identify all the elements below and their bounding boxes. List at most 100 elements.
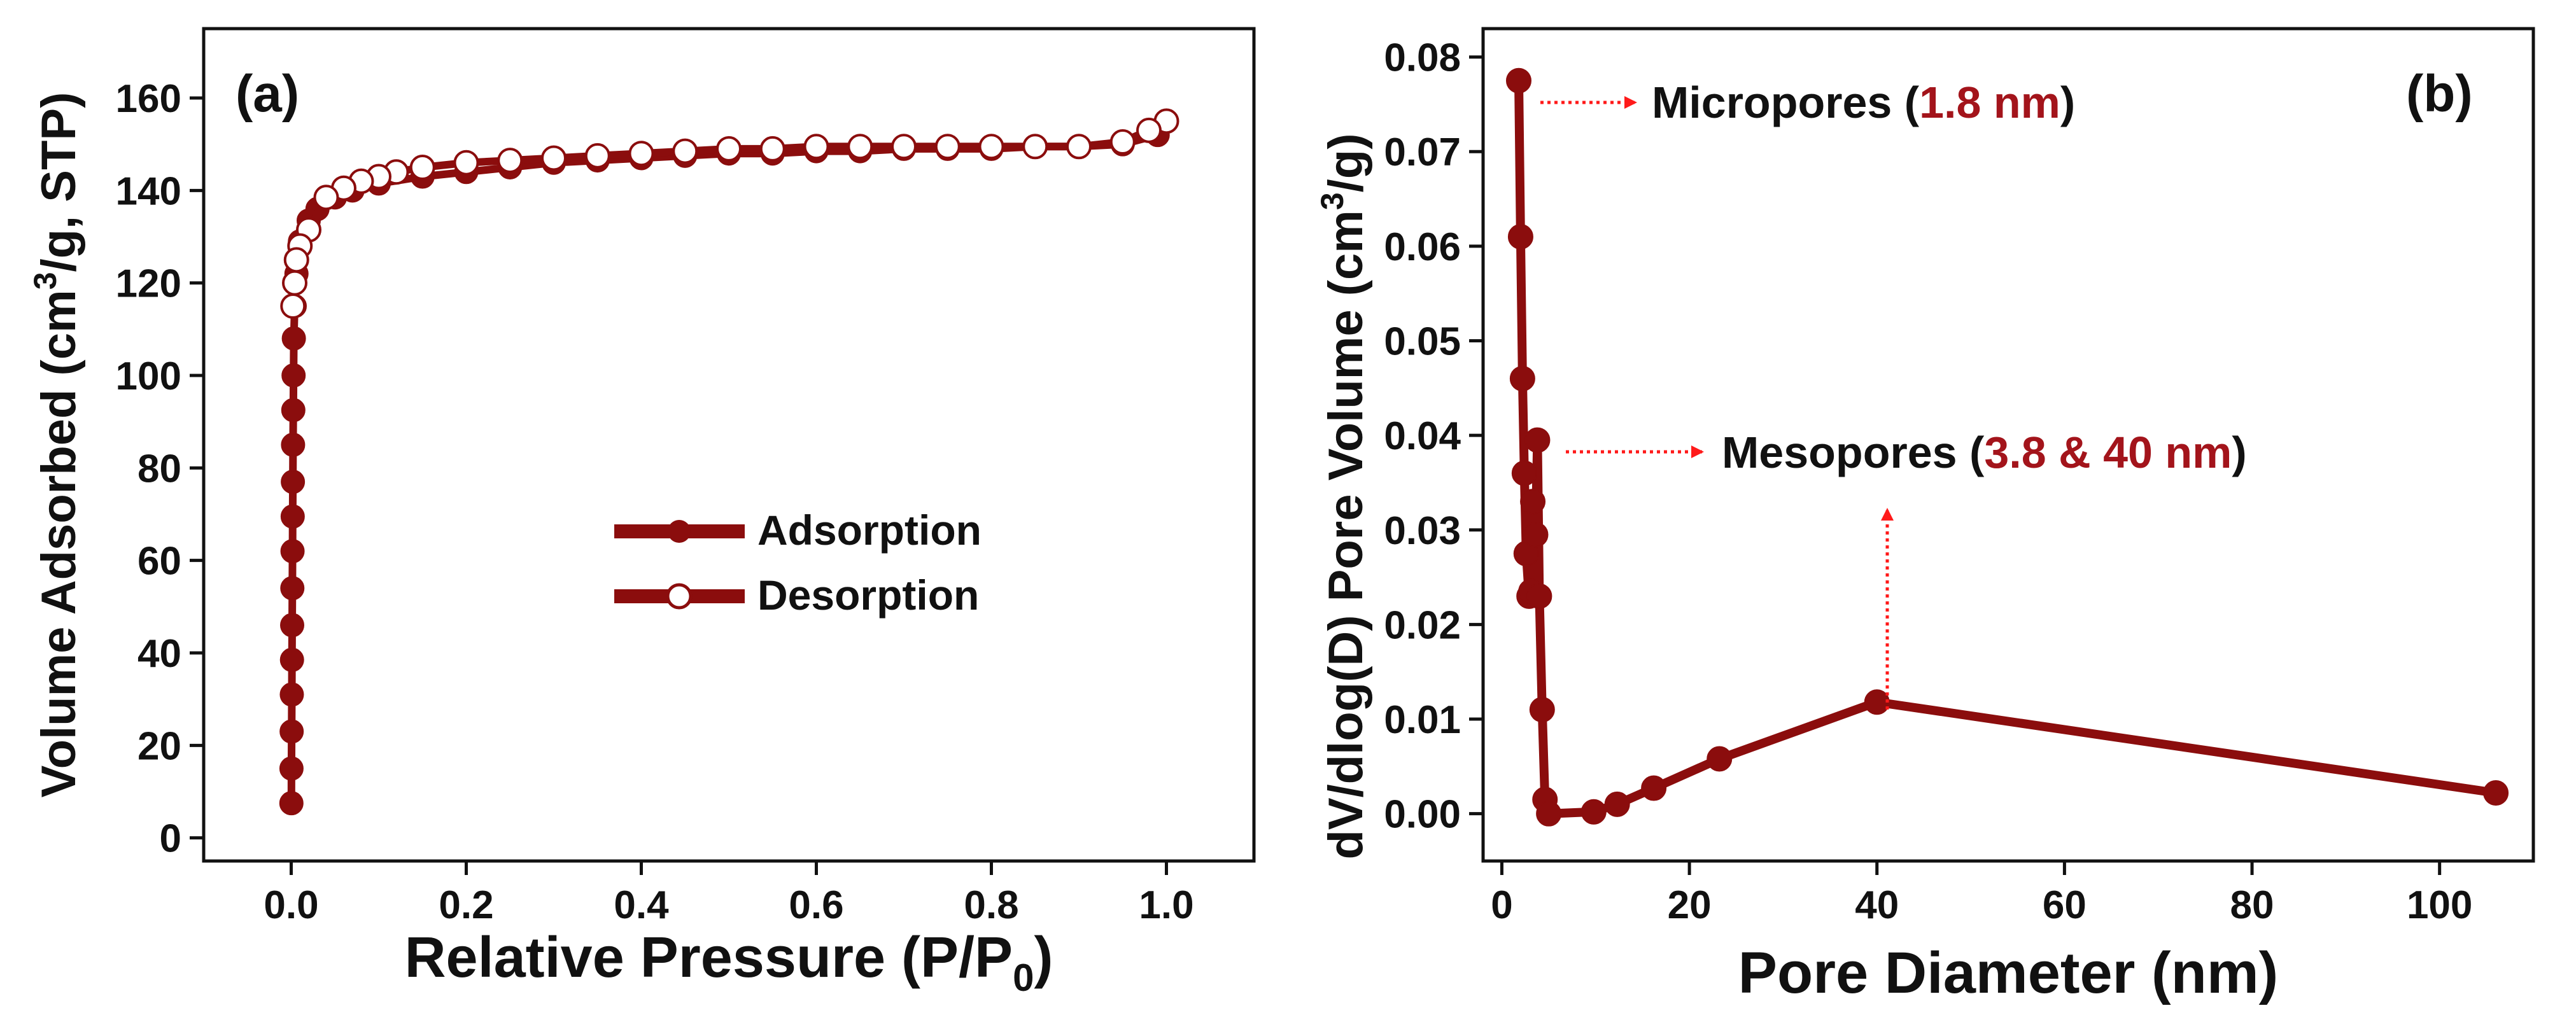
panel-a-desorption-point xyxy=(1022,134,1048,160)
panel-a-y-tick-label: 100 xyxy=(116,354,181,398)
panel-a-desorption-point xyxy=(313,185,339,211)
panel-a-axes: 0.0 0.2 0.4 0.6 0.8 1.0 0 20 40 60 80 100 120 140 160 xyxy=(116,77,1194,927)
panel-a-adsorption-point xyxy=(279,756,304,781)
panel-b-y-tick-label: 0.01 xyxy=(1384,698,1461,742)
panel-b: 0 20 40 60 80 100 0.00 0.01 0.02 0.03 0.04 0.05 0.06… xyxy=(1314,27,2535,1005)
panel-a-legend: Adsorption Desorption xyxy=(614,507,982,619)
panel-a-desorption-point xyxy=(584,143,610,169)
panel-b-pore-size-distribution-point xyxy=(1511,460,1537,486)
panel-a-desorption-point xyxy=(282,270,307,296)
panel-a-x-tick-label: 0.2 xyxy=(439,883,493,927)
panel-a-x-tick-label: 0.0 xyxy=(264,883,318,927)
panel-a-adsorption-line xyxy=(287,131,1159,804)
mesopores-annotation: Mesopores (3.8 & 40 nm) xyxy=(1722,428,2247,477)
panel-a-desorption-point xyxy=(672,138,698,164)
panel-a-adsorption-point xyxy=(281,470,306,494)
panel-b-pore-size-distribution-point xyxy=(1505,67,1531,94)
panel-b-x-axis-label: Pore Diameter (nm) xyxy=(1738,941,2279,1005)
panel-a-desorption-point xyxy=(1066,134,1092,160)
panel-a-desorption-point xyxy=(978,134,1004,160)
panel-a-adsorption-point xyxy=(281,363,306,388)
legend-adsorption-marker xyxy=(668,520,691,543)
panel-a-adsorption-point xyxy=(280,504,305,529)
panel-a-x-tick-label: 1.0 xyxy=(1139,883,1193,927)
panel-b-pore-size-distribution-point xyxy=(1536,801,1562,827)
panel-b-x-tick-label: 0 xyxy=(1491,883,1512,927)
panel-a-x-tick-label: 0.8 xyxy=(964,883,1018,927)
panel-a-y-axis-label: Volume Adsorbed (cm3/g, STP) xyxy=(27,92,86,798)
panel-b-y-tick-label: 0.06 xyxy=(1384,225,1461,269)
panel-a-desorption-point xyxy=(847,134,873,160)
panel-b-pore-size-distribution-point xyxy=(1507,224,1533,249)
panel-b-pore-size-distribution-point xyxy=(2483,780,2509,806)
panel-b-y-tick-label: 0.05 xyxy=(1384,320,1461,364)
panel-a-adsorption-point xyxy=(281,326,306,351)
panel-a-adsorption-point xyxy=(281,398,306,423)
panel-a-y-tick-label: 140 xyxy=(116,169,181,213)
panel-a-desorption-point xyxy=(280,293,306,319)
panel-b-x-tick-label: 40 xyxy=(1855,883,1899,927)
panel-a-y-tick-label: 80 xyxy=(137,447,181,491)
panel-b-y-tick-label: 0.02 xyxy=(1384,603,1461,647)
panel-b-x-tick-label: 60 xyxy=(2043,883,2087,927)
panel-a-adsorption-point xyxy=(279,682,304,707)
panel-a-adsorption-point xyxy=(280,613,305,638)
panel-a-y-tick-label: 160 xyxy=(116,77,181,121)
legend-adsorption-label: Adsorption xyxy=(757,507,982,554)
panel-b-y-tick-label: 0.03 xyxy=(1384,509,1461,553)
panel-b-pore-size-distribution-point xyxy=(1641,775,1667,801)
panel-a-adsorption-point xyxy=(279,791,304,816)
panel-a-desorption-point xyxy=(628,141,654,167)
panel-b-annotations: Micropores (1.8 nm) Mesopores (3.8 & 40 … xyxy=(1540,78,2247,710)
panel-b-y-tick-label: 0.07 xyxy=(1384,130,1461,174)
panel-b-pore-size-distribution-point xyxy=(1524,427,1551,453)
panel-b-axes: 0 20 40 60 80 100 0.00 0.01 0.02 0.03 0.04 0.05 0.06… xyxy=(1384,36,2472,927)
panel-a-label: (a) xyxy=(236,65,299,123)
panel-b-pore-size-distribution-point xyxy=(1604,791,1630,817)
panel-b-x-tick-label: 80 xyxy=(2230,883,2274,927)
panel-a-desorption-point xyxy=(453,150,479,176)
panel-b-plot-frame xyxy=(1481,27,2535,863)
legend-desorption-label: Desorption xyxy=(757,571,979,619)
panel-b-pore-size-distribution-point xyxy=(1520,489,1546,515)
panel-a-desorption-point xyxy=(1109,129,1136,155)
panel-a-plot-frame xyxy=(202,27,1256,863)
panel-b-pore-size-distribution-point xyxy=(1707,746,1733,772)
micropores-annotation: Micropores (1.8 nm) xyxy=(1652,78,2075,127)
panel-a-desorption-point xyxy=(716,136,742,162)
panel-a-x-tick-label: 0.6 xyxy=(789,883,843,927)
panel-b-pore-size-distribution-point xyxy=(1864,689,1890,715)
panel-a-x-axis-label: Relative Pressure (P/P0) xyxy=(405,926,1053,999)
panel-b-x-tick-label: 20 xyxy=(1668,883,1712,927)
panel-b-pore-size-distribution-point xyxy=(1523,522,1549,548)
legend-desorption-marker xyxy=(666,583,693,610)
panel-a-adsorption-point xyxy=(280,539,305,564)
panel-b-pore-size-distribution-point xyxy=(1529,697,1555,723)
panel-b-y-tick-label: 0.00 xyxy=(1384,793,1461,837)
panel-a-desorption-point xyxy=(891,134,917,160)
panel-b-pore-size-distribution-point xyxy=(1526,583,1552,609)
panel-a-y-tick-label: 120 xyxy=(116,262,181,306)
panel-a-desorption-point xyxy=(803,134,829,160)
panel-b-series xyxy=(1505,67,2509,827)
panel-b-y-axis-label: dV/dlog(D) Pore Volume (cm3/g) xyxy=(1314,133,1373,859)
panel-a: 0.0 0.2 0.4 0.6 0.8 1.0020406080100120140160 … xyxy=(27,27,1256,999)
panel-b-y-tick-label: 0.08 xyxy=(1384,36,1461,80)
panel-b-x-tick-label: 100 xyxy=(2407,883,2472,927)
panel-a-adsorption-point xyxy=(281,433,306,457)
panel-a-desorption-point xyxy=(409,155,435,180)
panel-a-desorption-point xyxy=(283,247,309,273)
panel-a-y-tick-label: 0 xyxy=(160,817,181,861)
panel-b-pore-size-distribution-point xyxy=(1580,799,1607,825)
panel-a-adsorption-point xyxy=(279,719,304,744)
panel-a-y-tick-label: 20 xyxy=(137,724,181,768)
panel-a-desorption-point xyxy=(1136,117,1162,143)
panel-a-desorption-point xyxy=(934,134,961,160)
panel-a-desorption-point xyxy=(759,136,785,162)
panel-a-x-tick-label: 0.4 xyxy=(614,883,669,927)
panel-a-y-tick-label: 60 xyxy=(137,540,181,584)
panel-a-desorption-point xyxy=(541,145,567,171)
panel-a-series xyxy=(279,108,1179,816)
panel-a-y-tick-label: 40 xyxy=(137,632,181,676)
